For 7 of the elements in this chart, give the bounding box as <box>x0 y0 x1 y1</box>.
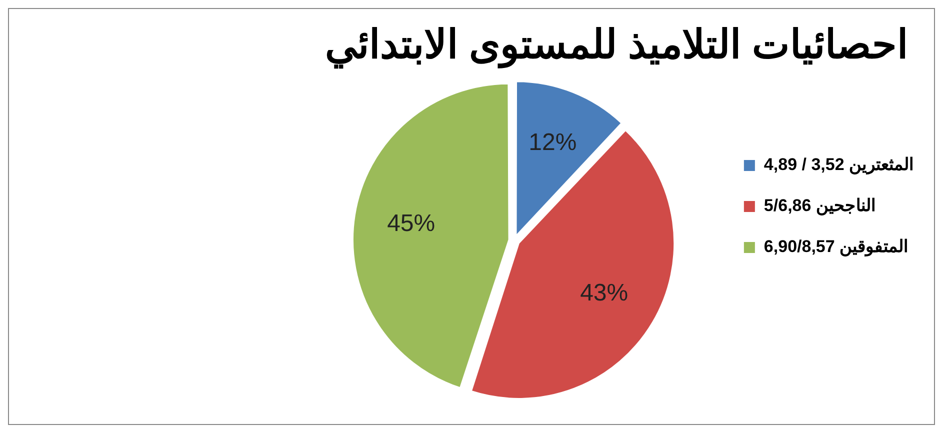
data-label: 12% <box>528 129 577 156</box>
chart-title: احصائيات التلاميذ للمستوى الابتدائي <box>324 23 908 70</box>
data-label: 45% <box>387 210 436 237</box>
data-label: 43% <box>580 279 628 306</box>
legend-label: المثعترين 3,52 / 4,89 <box>764 155 914 176</box>
legend-label: المتفوقين 6,90/8,57 <box>764 237 909 258</box>
legend-label: الناجحين 5/6,86 <box>764 196 876 216</box>
